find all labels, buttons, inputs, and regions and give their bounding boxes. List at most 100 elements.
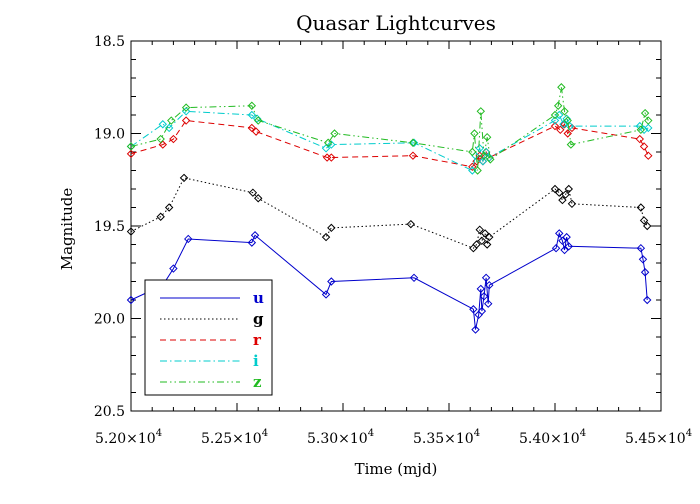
- data-point-g: [475, 225, 484, 234]
- data-point-u: [247, 238, 257, 247]
- series-z: [126, 83, 653, 175]
- data-point-g: [558, 195, 567, 205]
- legend-label-g: g: [253, 310, 264, 328]
- x-tick-exponent: 4: [580, 428, 586, 439]
- data-point-g: [550, 184, 560, 194]
- data-point-r: [408, 151, 418, 160]
- data-point-u: [479, 292, 489, 301]
- data-point-u: [321, 290, 331, 299]
- data-point-i: [562, 114, 571, 123]
- data-point-z: [167, 116, 176, 125]
- data-point-u: [409, 273, 419, 283]
- data-point-u: [169, 264, 178, 273]
- legend-label-z: z: [253, 373, 262, 391]
- legend-box: [144, 279, 273, 396]
- data-point-z: [486, 155, 495, 164]
- data-point-z: [156, 134, 165, 144]
- data-point-g: [643, 221, 652, 231]
- data-point-z: [126, 142, 136, 151]
- data-point-u: [643, 295, 652, 305]
- data-point-g: [164, 203, 174, 212]
- data-point-r: [126, 149, 136, 159]
- data-point-r: [251, 127, 261, 136]
- legend-label-i: i: [253, 352, 259, 370]
- data-point-r: [635, 134, 645, 144]
- data-point-u: [558, 236, 567, 246]
- data-point-r: [563, 129, 572, 138]
- data-point-z: [640, 108, 650, 118]
- data-point-i: [158, 120, 168, 129]
- data-point-g: [406, 219, 416, 229]
- data-point-z: [636, 125, 646, 135]
- data-point-z: [557, 83, 566, 92]
- data-point-i: [247, 110, 257, 120]
- x-tick-label: 5.35×104: [413, 428, 480, 447]
- x-tick-label: 5.25×104: [201, 428, 268, 447]
- data-point-z: [563, 116, 572, 125]
- x-axis-label: Time (mjd): [355, 460, 438, 478]
- data-point-g: [480, 229, 490, 238]
- data-point-g: [564, 184, 573, 194]
- data-point-u: [469, 305, 478, 314]
- data-point-z: [408, 138, 418, 147]
- data-point-z: [476, 107, 486, 116]
- data-point-i: [639, 125, 649, 135]
- data-point-i: [559, 120, 568, 129]
- series-i: [126, 107, 653, 175]
- data-point-u: [327, 277, 336, 286]
- data-point-g: [253, 194, 263, 203]
- data-point-u: [562, 232, 571, 242]
- series-u: [126, 229, 652, 334]
- y-tick-label: 18.5: [94, 34, 125, 50]
- data-point-i: [164, 123, 174, 133]
- data-point-u: [551, 243, 561, 253]
- data-point-g: [477, 236, 487, 246]
- series-line-g: [130, 177, 648, 249]
- data-point-z: [566, 140, 576, 149]
- data-point-i: [644, 123, 653, 133]
- data-point-i: [550, 116, 560, 125]
- data-point-r: [644, 151, 653, 160]
- x-tick-exponent: 4: [474, 428, 480, 439]
- y-tick-label: 20.0: [94, 312, 125, 328]
- data-point-r: [327, 153, 336, 162]
- data-point-r: [158, 140, 168, 149]
- y-tick-label: 19.5: [94, 219, 125, 235]
- data-point-g: [472, 240, 481, 249]
- x-tick-label: 5.45×104: [625, 428, 692, 447]
- x-tick-label: 5.40×104: [519, 428, 586, 447]
- data-point-i: [321, 144, 331, 153]
- axis-ticks: 5.20×104 5.25×104 5.30×104 5.35×104 5.40×104…: [94, 34, 692, 447]
- chart-title: Quasar Lightcurves: [296, 11, 496, 35]
- data-point-i: [327, 140, 336, 149]
- data-point-z: [479, 151, 489, 160]
- data-point-i: [481, 147, 491, 157]
- data-point-g: [482, 240, 492, 249]
- series-line-u: [130, 231, 648, 330]
- x-tick-label: 5.30×104: [307, 428, 374, 447]
- data-point-g: [485, 232, 494, 242]
- x-tick-exponent: 4: [368, 428, 374, 439]
- series-line-z: [130, 87, 649, 171]
- data-point-u: [250, 231, 260, 240]
- data-point-g: [636, 203, 646, 212]
- y-tick-label: 20.5: [94, 404, 125, 420]
- series-g: [126, 173, 652, 253]
- data-point-i: [252, 114, 262, 123]
- data-point-u: [484, 299, 493, 308]
- data-point-g: [179, 173, 189, 183]
- data-point-r: [639, 142, 649, 151]
- data-point-i: [478, 157, 488, 166]
- data-point-u: [471, 325, 480, 334]
- data-point-i: [475, 144, 484, 153]
- data-point-r: [468, 162, 477, 172]
- data-point-r: [550, 121, 560, 131]
- data-point-z: [247, 101, 257, 110]
- data-point-z: [470, 129, 479, 138]
- data-point-g: [321, 232, 331, 242]
- data-point-r: [247, 123, 257, 133]
- x-tick-exponent: 4: [686, 428, 692, 439]
